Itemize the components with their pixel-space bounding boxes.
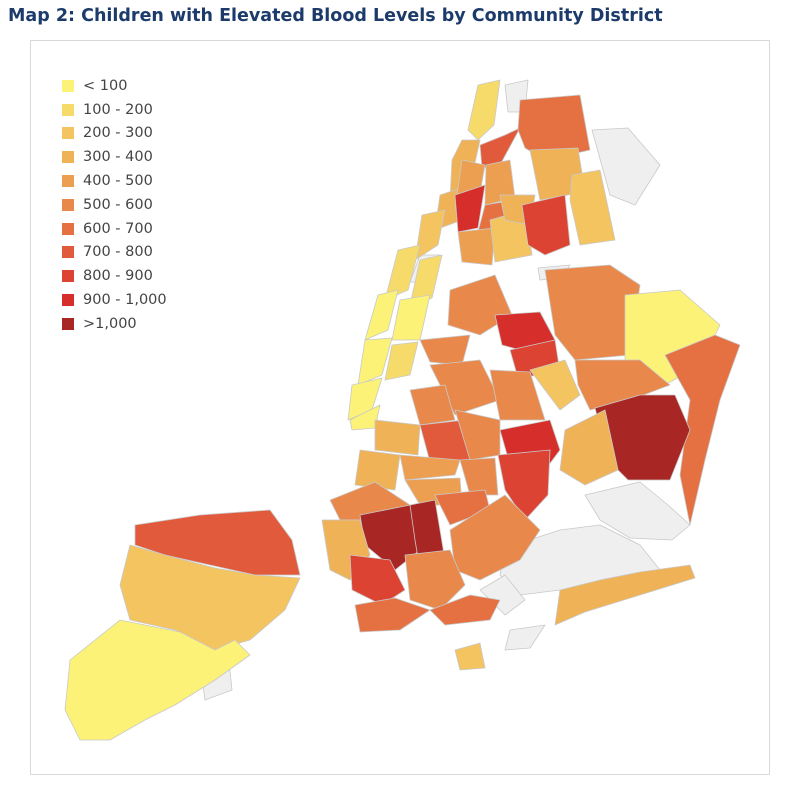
district-bk6	[354, 449, 401, 491]
district-bx9	[521, 194, 571, 256]
area-jfk-airport	[584, 481, 691, 541]
district-mn5	[357, 337, 393, 386]
district-qn2	[419, 334, 471, 366]
district-si3	[64, 619, 251, 741]
legend-item: 100 - 200	[62, 98, 167, 122]
legend-swatch	[62, 198, 74, 211]
legend-swatch	[62, 151, 74, 164]
borough-bronx	[454, 94, 616, 266]
map-legend: < 100 100 - 200 200 - 300 300 - 400 400 …	[62, 74, 167, 336]
legend-item: 200 - 300	[62, 122, 167, 146]
district-mn8	[409, 254, 443, 306]
district-mn4	[364, 289, 399, 341]
legend-swatch	[62, 270, 74, 283]
district-bk15	[404, 549, 466, 611]
district-bx10	[569, 169, 616, 246]
district-bk-rockaway-east	[429, 594, 501, 626]
legend-item: >1,000	[62, 312, 167, 336]
legend-item: < 100	[62, 74, 167, 98]
district-mn9	[414, 209, 446, 261]
map-title: Map 2: Children with Elevated Blood Leve…	[8, 6, 663, 26]
district-qn14	[559, 409, 619, 486]
borough-queens	[419, 264, 741, 671]
district-si2	[119, 544, 301, 651]
legend-item: 600 - 700	[62, 217, 167, 241]
district-bx5	[454, 184, 486, 233]
area-pelham-bay	[591, 127, 661, 206]
district-bk11	[349, 554, 406, 606]
area-rockaway-west	[504, 624, 546, 651]
legend-swatch	[62, 127, 74, 140]
legend-label: 900 - 1,000	[83, 292, 167, 309]
district-mn7	[384, 244, 421, 301]
legend-swatch	[62, 246, 74, 259]
district-qn6	[529, 359, 581, 411]
legend-label: 300 - 400	[83, 149, 153, 166]
legend-swatch	[62, 79, 74, 92]
legend-label: >1,000	[83, 315, 137, 332]
district-bk5	[497, 449, 551, 521]
legend-label: 100 - 200	[83, 101, 153, 118]
legend-label: 200 - 300	[83, 125, 153, 142]
legend-swatch	[62, 175, 74, 188]
legend-label: 500 - 600	[83, 196, 153, 213]
legend-item: 900 - 1,000	[62, 288, 167, 312]
district-mn3	[384, 341, 419, 381]
legend-label: 600 - 700	[83, 220, 153, 237]
district-bx1	[457, 227, 496, 266]
legend-label: 700 - 800	[83, 244, 153, 261]
legend-item: 300 - 400	[62, 145, 167, 169]
district-bk2	[374, 419, 421, 456]
legend-label: 800 - 900	[83, 268, 153, 285]
legend-label: 400 - 500	[83, 173, 153, 190]
district-mn6	[391, 294, 431, 341]
district-si1	[134, 509, 301, 576]
borough-staten-island	[64, 509, 301, 741]
legend-swatch	[62, 317, 74, 330]
borough-manhattan	[347, 79, 501, 431]
legend-swatch	[62, 222, 74, 235]
district-mn12	[467, 79, 501, 141]
legend-label: < 100	[83, 77, 128, 94]
district-bk13	[354, 597, 431, 633]
borough-brooklyn	[321, 384, 551, 633]
legend-swatch	[62, 294, 74, 307]
legend-item: 500 - 600	[62, 193, 167, 217]
district-qn9	[489, 369, 546, 421]
district-qn-rockaway	[554, 564, 696, 626]
legend-swatch	[62, 103, 74, 116]
district-bk8	[399, 454, 461, 481]
district-bk1	[409, 384, 456, 426]
legend-item: 700 - 800	[62, 241, 167, 265]
map-frame	[30, 40, 770, 775]
legend-item: 400 - 500	[62, 169, 167, 193]
district-bk16	[459, 457, 499, 496]
district-qn14-east	[454, 642, 486, 671]
legend-item: 800 - 900	[62, 264, 167, 288]
